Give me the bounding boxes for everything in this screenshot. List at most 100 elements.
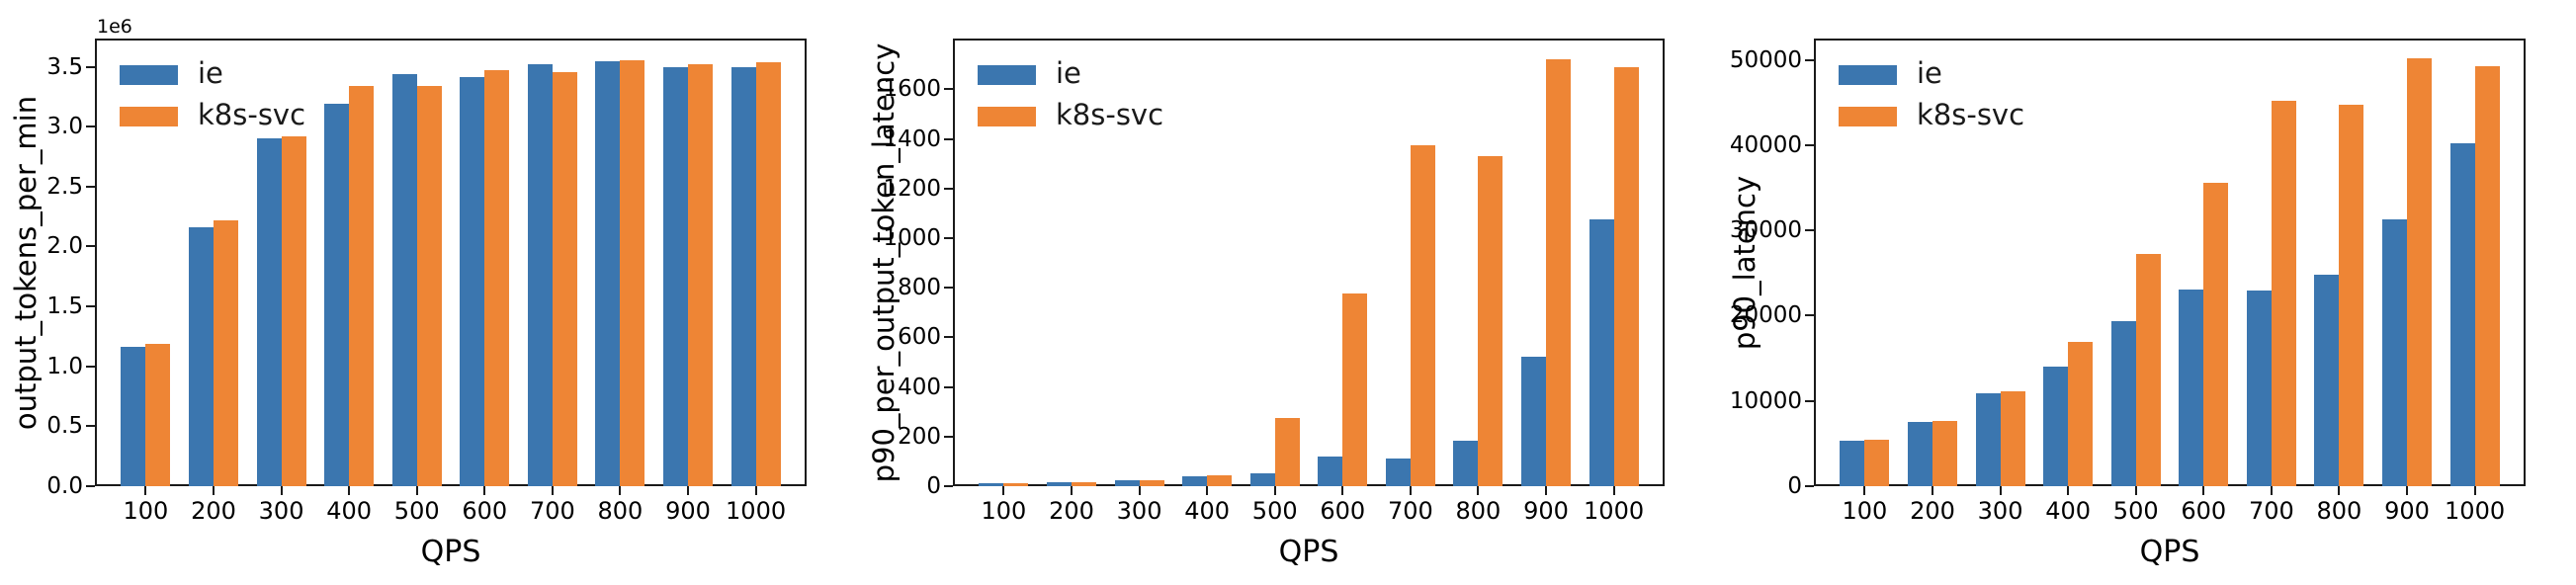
x-tick-mark [1341, 486, 1344, 495]
bar-k8s-svc-qps-500 [416, 85, 442, 486]
bar-ie-qps-800 [595, 61, 621, 486]
legend-label-ie: ie [1056, 56, 1081, 90]
x-tick-mark [2270, 486, 2273, 495]
y-tick-label: 400 [898, 374, 941, 400]
x-tick-mark [348, 486, 351, 495]
y-tick-mark [1805, 58, 1814, 61]
y-tick-label: 0.5 [46, 413, 83, 440]
y-tick-label: 200 [898, 423, 941, 450]
y-tick-mark [86, 305, 95, 308]
x-tick-mark [754, 486, 757, 495]
legend-swatch-k8s-svc [120, 107, 178, 126]
x-tick-mark [1612, 486, 1615, 495]
x-tick-label: 500 [393, 497, 440, 525]
x-tick-mark [280, 486, 283, 495]
y-tick-mark [944, 137, 953, 140]
y-tick-mark [944, 435, 953, 438]
x-tick-label: 800 [2316, 497, 2362, 525]
x-tick-label: 400 [1184, 497, 1231, 525]
y-tick-label: 1.5 [46, 293, 83, 320]
y-tick-label: 2.5 [46, 173, 83, 200]
y-tick-mark [944, 187, 953, 190]
y-tick-mark [944, 336, 953, 339]
y-tick-mark [86, 425, 95, 428]
x-tick-mark [1863, 486, 1866, 495]
bar-ie-qps-800 [1453, 440, 1479, 486]
bar-k8s-svc-qps-800 [1478, 156, 1503, 486]
x-tick-mark [1002, 486, 1005, 495]
y-tick-label: 3.5 [46, 53, 83, 80]
x-tick-mark [1477, 486, 1480, 495]
bar-k8s-svc-qps-300 [281, 136, 306, 486]
x-axis-label: QPS [1278, 535, 1339, 569]
bar-ie-qps-700 [2246, 291, 2272, 486]
x-tick-mark [2067, 486, 2070, 495]
x-tick-label: 900 [665, 497, 711, 525]
plot-area [953, 39, 1665, 486]
x-tick-label: 500 [1251, 497, 1298, 525]
bar-ie-qps-900 [663, 66, 688, 486]
x-tick-label: 400 [326, 497, 373, 525]
y-tick-mark [1805, 314, 1814, 317]
legend-label-ie: ie [1917, 56, 1942, 90]
y-tick-mark [86, 485, 95, 487]
x-tick-mark [1138, 486, 1141, 495]
bar-ie-qps-400 [2043, 367, 2069, 486]
plot-area [95, 39, 807, 486]
y-axis-label: output_tokens_per_min [9, 95, 43, 430]
y-tick-label: 1200 [883, 175, 941, 202]
bar-k8s-svc-qps-300 [2000, 391, 2025, 486]
x-tick-mark [2406, 486, 2408, 495]
legend-label-k8s-svc: k8s-svc [198, 98, 306, 131]
x-tick-mark [1071, 486, 1073, 495]
x-tick-label: 1000 [726, 497, 787, 525]
legend-swatch-ie [978, 65, 1036, 85]
y-tick-mark [1805, 485, 1814, 487]
y-tick-mark [1805, 399, 1814, 402]
y-tick-mark [86, 245, 95, 248]
x-tick-mark [483, 486, 486, 495]
bar-ie-qps-400 [1182, 476, 1208, 486]
x-tick-mark [619, 486, 622, 495]
bar-ie-qps-1000 [730, 67, 756, 486]
x-tick-mark [1409, 486, 1412, 495]
x-tick-mark [2338, 486, 2341, 495]
bar-ie-qps-300 [256, 138, 282, 486]
plot-area [1814, 39, 2526, 486]
x-axis-label: QPS [2139, 535, 2200, 569]
y-tick-label: 20000 [1729, 302, 1802, 329]
y-tick-label: 0 [926, 473, 941, 499]
bar-ie-qps-100 [1840, 441, 1865, 486]
bar-ie-qps-500 [391, 73, 417, 486]
y-tick-label: 0.0 [46, 473, 83, 499]
bar-k8s-svc-qps-500 [1274, 417, 1300, 486]
bar-ie-qps-600 [1318, 456, 1343, 486]
x-tick-label: 600 [2181, 497, 2227, 525]
x-tick-mark [144, 486, 147, 495]
y-tick-mark [1805, 143, 1814, 146]
y-tick-mark [86, 365, 95, 368]
y-tick-label: 10000 [1729, 387, 1802, 414]
bar-k8s-svc-qps-100 [145, 343, 171, 486]
bar-k8s-svc-qps-900 [2407, 57, 2432, 486]
x-tick-label: 100 [123, 497, 169, 525]
bar-k8s-svc-qps-200 [1072, 481, 1096, 486]
y-tick-label: 1.0 [46, 353, 83, 379]
legend-swatch-ie [120, 65, 178, 85]
bar-ie-qps-1000 [2449, 143, 2475, 486]
bar-k8s-svc-qps-100 [1864, 439, 1890, 486]
bar-k8s-svc-qps-600 [484, 70, 510, 486]
legend-swatch-k8s-svc [978, 107, 1036, 126]
bar-ie-qps-100 [979, 483, 1004, 486]
x-tick-mark [551, 486, 554, 495]
x-tick-label: 400 [2045, 497, 2092, 525]
bar-k8s-svc-qps-800 [2339, 105, 2364, 486]
bar-k8s-svc-qps-400 [349, 85, 375, 486]
bar-ie-qps-900 [2382, 218, 2407, 486]
legend-label-k8s-svc: k8s-svc [1056, 98, 1164, 131]
bar-ie-qps-100 [121, 347, 146, 486]
bar-k8s-svc-qps-400 [2068, 342, 2094, 486]
bar-ie-qps-400 [324, 104, 350, 486]
